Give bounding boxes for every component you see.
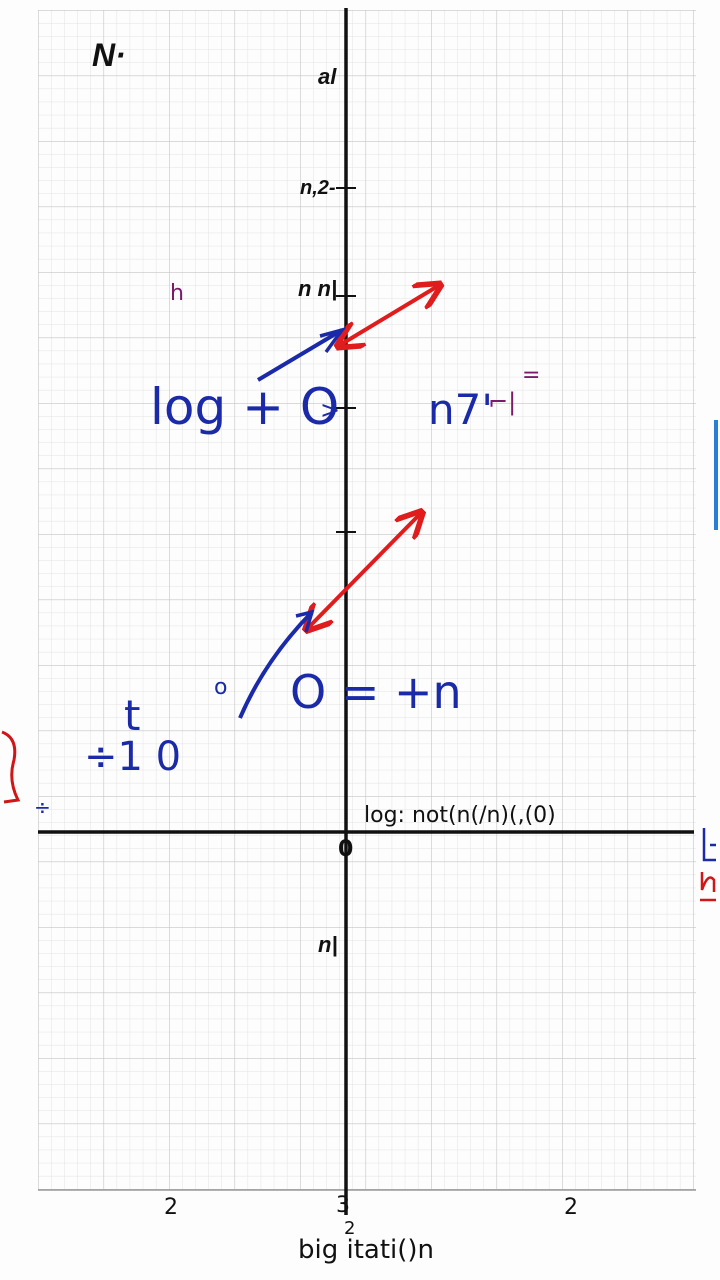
x-label-center: 3 (336, 1193, 350, 1218)
t-label: t (124, 691, 140, 740)
x-axis-title: big itati()n (298, 1235, 434, 1265)
plus-ten: ÷1 0 (84, 734, 181, 780)
edge-marks (1, 420, 718, 902)
y-label-mid: n n| (298, 276, 337, 301)
plus-small: ÷ (34, 795, 51, 819)
upper-red-arrow (340, 286, 438, 345)
log-note: log: not(n(/n)(,(0) (364, 803, 556, 828)
n-bracket: ⌐| (488, 388, 516, 416)
y-label-top: al (318, 64, 337, 89)
y-label-upper: n,2- (300, 177, 336, 199)
upper-blue-arrow (256, 328, 344, 382)
left-red-bracket (1, 730, 21, 804)
x-label-left: 2 (164, 1195, 178, 1220)
lower-blue-arrow (238, 610, 314, 719)
small-circle: o (214, 675, 227, 700)
y-label-below-axis: n| (318, 932, 338, 957)
corner-label: N· (92, 37, 126, 73)
grid-paper (38, 10, 696, 1191)
log-plus-o: log + O (150, 378, 339, 436)
o-equals-plus-n: O = +n (290, 665, 462, 719)
n-term: n7' (428, 385, 493, 434)
right-red-mark (700, 872, 716, 902)
angle-mark: > (320, 396, 340, 424)
x-label-right: 2 (564, 1195, 578, 1220)
right-blue-mark (702, 828, 716, 862)
x-label-sub: 2 (344, 1218, 355, 1239)
equals-small: = (522, 363, 540, 388)
origin-label: 0 (338, 837, 353, 862)
lower-red-arrow (308, 514, 420, 628)
purple-marker: h (170, 281, 184, 306)
